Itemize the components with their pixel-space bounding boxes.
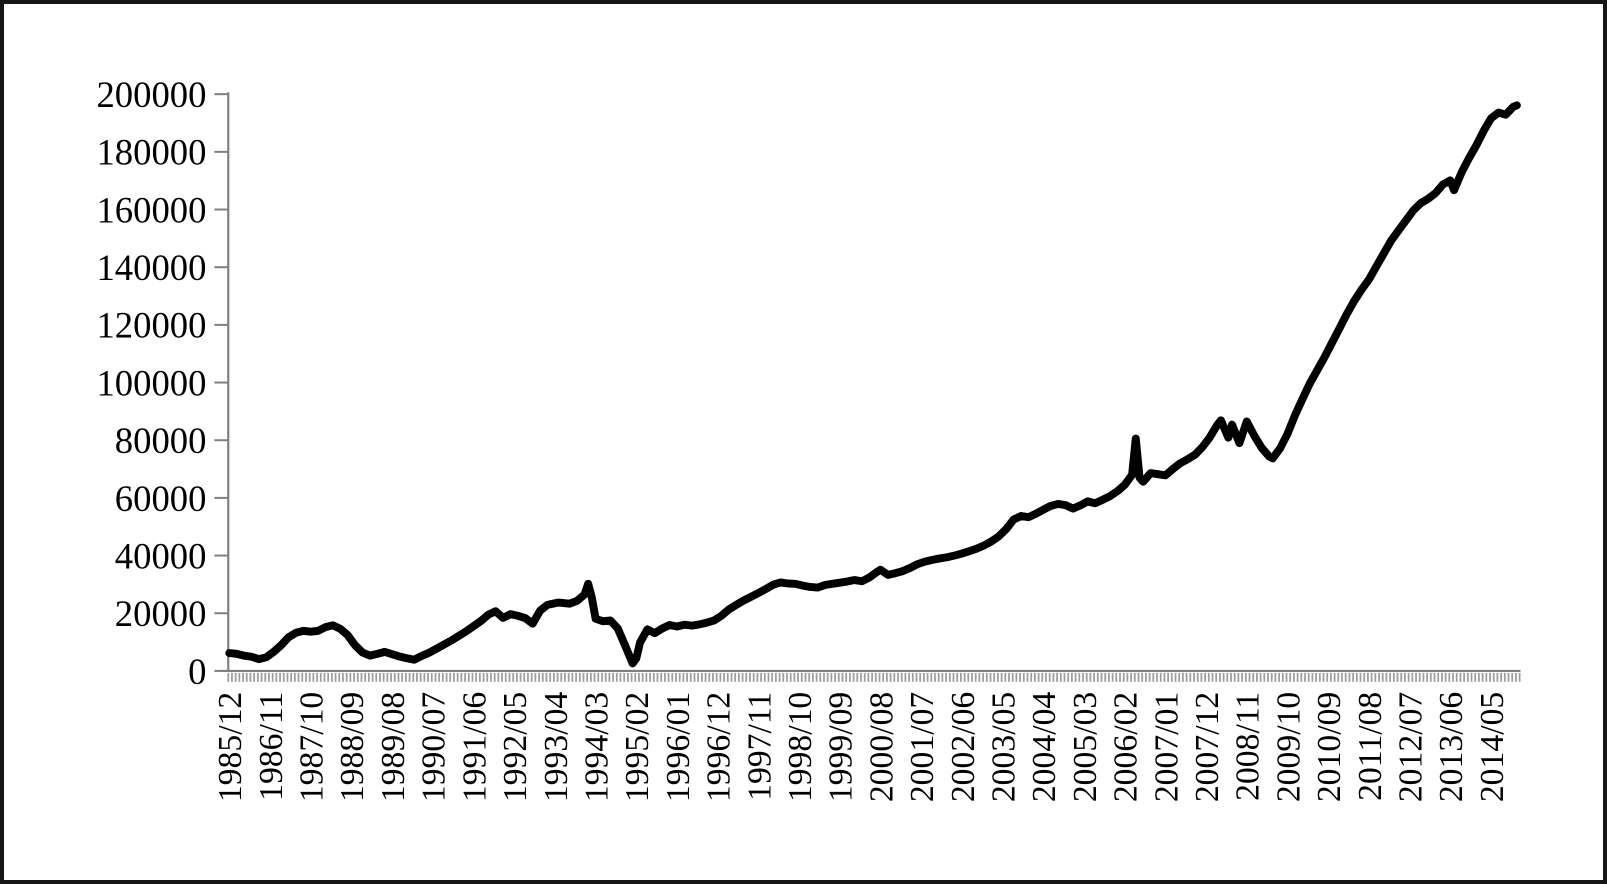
x-tick-label: 2007/12 — [1189, 692, 1226, 802]
x-tick-label: 1997/11 — [741, 692, 778, 801]
y-axis: 0 20000 40000 60000 80000 100000 120000 140000 1… — [96, 74, 230, 692]
x-tick-label: 2008/11 — [1230, 692, 1267, 801]
x-tick-label: 1991/06 — [456, 692, 493, 802]
y-tick-label: 120000 — [96, 305, 206, 346]
series-line — [225, 101, 1521, 668]
line-chart: 0 20000 40000 60000 80000 100000 120000 140000 1… — [96, 74, 1521, 803]
x-tick-label: 1992/05 — [497, 692, 534, 802]
x-tick-label: 1985/12 — [212, 692, 249, 802]
y-tick-label: 140000 — [96, 247, 206, 288]
x-tick-label: 2007/01 — [1148, 692, 1185, 802]
data-series — [225, 101, 1521, 668]
x-tick-label: 1999/09 — [823, 692, 860, 802]
x-tick-label: 2000/08 — [863, 692, 900, 802]
x-tick-label: 1993/04 — [538, 692, 575, 803]
x-tick-label: 2013/06 — [1433, 692, 1470, 802]
x-tick-label: 2011/08 — [1352, 692, 1389, 801]
y-tick-label: 100000 — [96, 362, 206, 403]
y-tick-label: 80000 — [115, 420, 207, 461]
x-tick-label: 2004/04 — [1026, 692, 1063, 803]
x-tick-label: 2006/02 — [1108, 692, 1145, 802]
x-tick-label: 2002/06 — [945, 692, 982, 802]
x-tick-label: 1990/07 — [416, 692, 453, 802]
x-tick-label: 2005/03 — [1067, 692, 1104, 802]
x-tick-label: 2010/09 — [1311, 692, 1348, 802]
y-tick-label: 0 — [188, 651, 206, 692]
y-tick-label: 60000 — [115, 478, 207, 519]
x-tick-label: 1988/09 — [334, 692, 371, 802]
y-tick-label: 180000 — [96, 132, 206, 173]
x-tick-label: 1996/12 — [701, 692, 738, 802]
y-tick-label: 40000 — [115, 535, 207, 576]
x-tick-label: 2001/07 — [904, 692, 941, 802]
x-tick-label: 1998/10 — [782, 692, 819, 802]
x-tick-label: 2014/05 — [1474, 692, 1511, 802]
y-tick-label: 200000 — [96, 74, 206, 115]
x-tick-label: 2012/07 — [1393, 692, 1430, 802]
x-tick-label: 1996/01 — [660, 692, 697, 802]
y-tick-label: 20000 — [115, 593, 207, 634]
x-tick-label: 1995/02 — [619, 692, 656, 802]
x-tick-label: 1987/10 — [294, 692, 331, 802]
y-tick-label: 160000 — [96, 189, 206, 230]
x-tick-label: 2009/10 — [1270, 692, 1307, 802]
x-tick-label: 1994/03 — [578, 692, 615, 802]
x-tick-label: 1989/08 — [375, 692, 412, 802]
x-tick-label: 2003/05 — [985, 692, 1022, 802]
x-tick-label: 1986/11 — [253, 692, 290, 801]
x-axis: 1985/12 1986/11 1987/10 1988/09 1989/08 1990/… — [212, 669, 1521, 803]
